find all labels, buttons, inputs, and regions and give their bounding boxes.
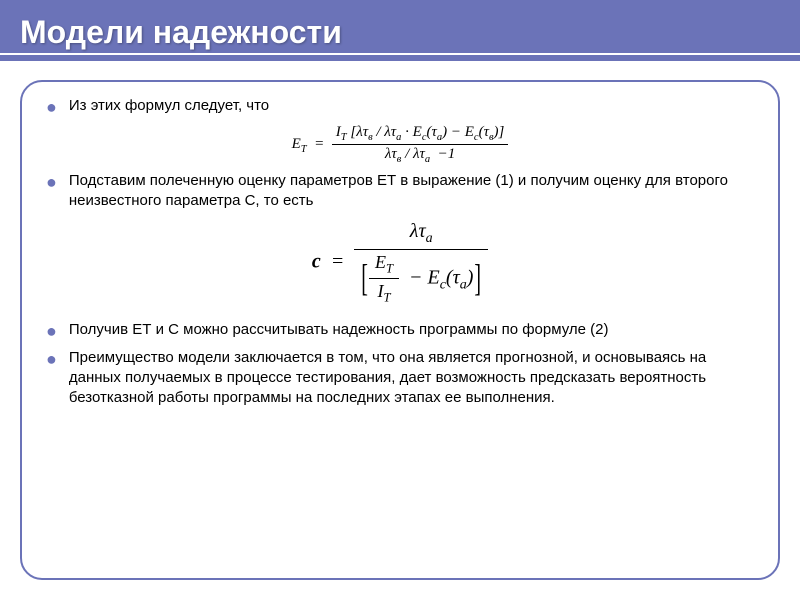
page-title: Модели надежности [20,14,780,51]
bullet-icon: ● [46,321,57,342]
bullet-icon: ● [46,97,57,118]
bullet-item-2: ● Подставим полеченную оценку параметров… [46,171,754,212]
title-bar: Модели надежности [0,0,800,61]
bullet-text-2: Подставим полеченную оценку параметров Е… [69,171,754,212]
bullet-text-3: Получив ЕТ и С можно рассчитывать надежн… [69,320,609,340]
bullet-item-3: ● Получив ЕТ и С можно рассчитывать наде… [46,320,754,342]
formula-1: ET = IT [λτв / λτа · Ec(τa) − Ec(τв)] λτ… [46,124,754,165]
formula-2: c = λτa [ ET IT − Ec(τa) ] [46,220,754,306]
bullet-text-1: Из этих формул следует, что [69,96,269,116]
content-box: ● Из этих формул следует, что ET = IT [λ… [20,80,780,580]
bullet-item-1: ● Из этих формул следует, что [46,96,754,118]
bullet-icon: ● [46,349,57,370]
bullet-text-4: Преимущество модели заключается в том, ч… [69,348,754,409]
bullet-item-4: ● Преимущество модели заключается в том,… [46,348,754,409]
title-underline [0,53,800,55]
bullet-icon: ● [46,172,57,193]
